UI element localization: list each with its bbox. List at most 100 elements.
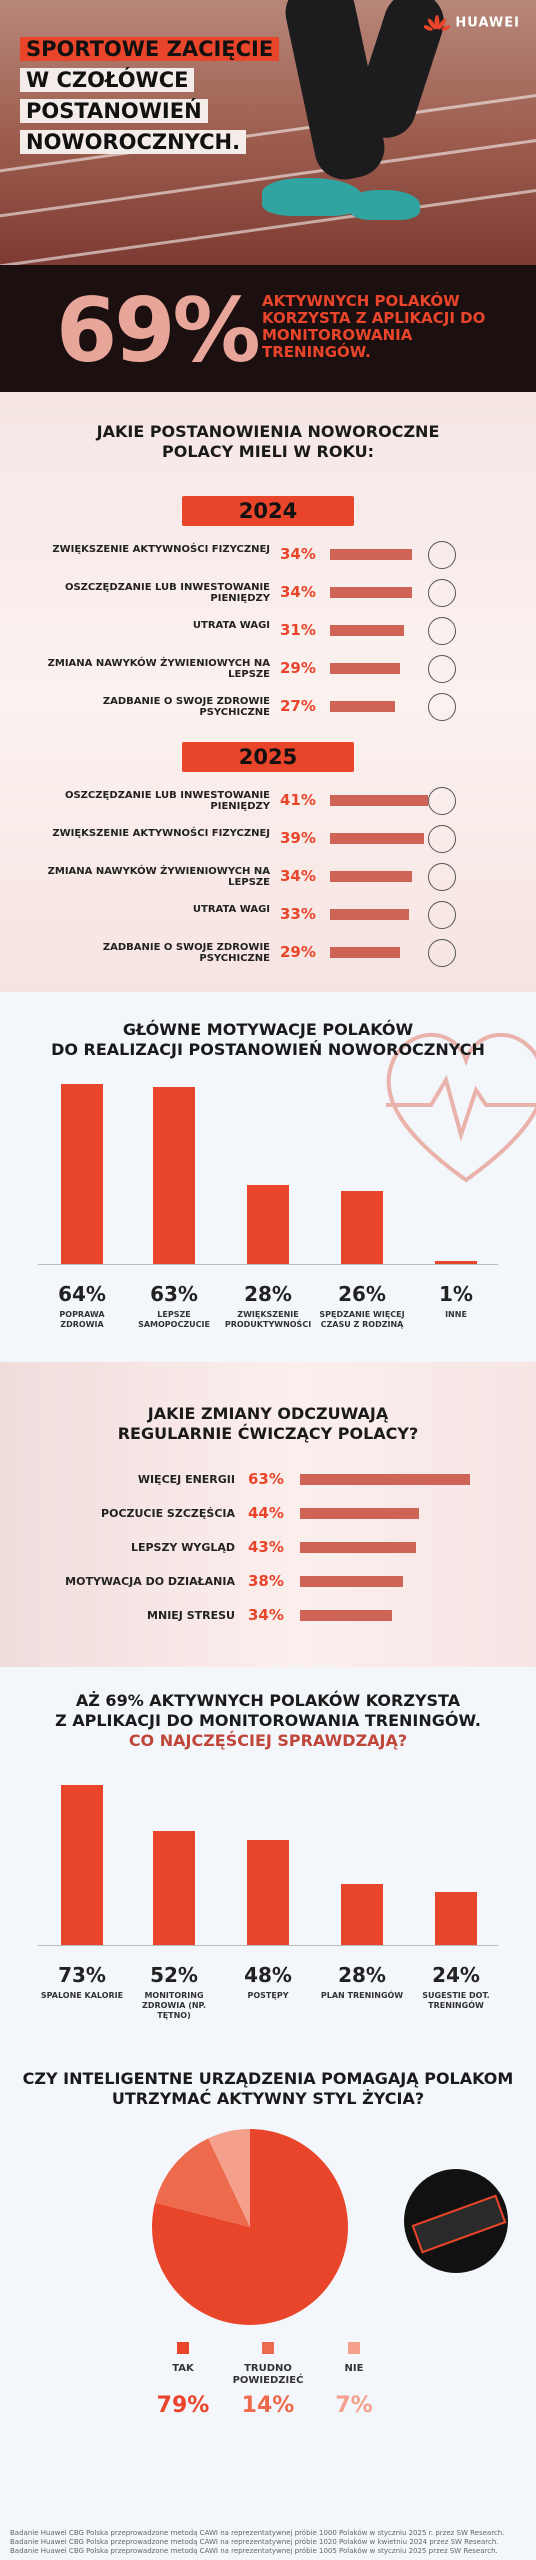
chart-bar: [435, 1261, 477, 1264]
resolution-value: 34%: [280, 583, 316, 601]
hero-title: SPORTOWE ZACIĘCIE W CZOŁÓWCE POSTANOWIEŃ…: [20, 34, 280, 158]
bar-value-label: 28%: [338, 1963, 386, 1987]
huawei-logo: HUAWEI: [423, 14, 520, 32]
year-label: 2024: [182, 496, 354, 526]
resolution-label: OSZCZĘDZANIE LUB INWESTOWANIE PIENIĘDZY: [64, 790, 270, 812]
hero-title-line: NOWOROCZNYCH.: [20, 130, 247, 154]
section-title-line: JAKIE ZMIANY ODCZUWAJĄ: [147, 1404, 389, 1423]
mental-health-icon: [428, 693, 456, 721]
footnote: Badanie Huawei CBG Polska przeprowadzone…: [10, 2529, 505, 2537]
change-value: 43%: [248, 1538, 284, 1556]
bar-category-label: INNE: [445, 1310, 467, 1319]
bar-value-label: 1%: [439, 1282, 473, 1306]
resolution-bar: [330, 795, 429, 806]
bar-value-label: 28%: [244, 1282, 292, 1306]
legend-swatch: [348, 2342, 360, 2354]
running-shoe: [262, 178, 362, 216]
resolution-label: ZMIANA NAWYKÓW ŻYWIENIOWYCH NA LEPSZE: [47, 866, 270, 888]
legend-label: NIE: [344, 2363, 364, 2374]
resolution-value: 41%: [280, 791, 316, 809]
change-label: MNIEJ STRESU: [147, 1609, 235, 1622]
pie-section: CZY INTELIGENTNE URZĄDZENIA POMAGAJĄ POL…: [0, 2047, 536, 2560]
change-value: 34%: [248, 1606, 284, 1624]
section-title: JAKIE ZMIANY ODCZUWAJĄ REGULARNIE ĆWICZĄ…: [0, 1404, 536, 1444]
resolution-value: 27%: [280, 697, 316, 715]
resolution-row: ZWIĘKSZENIE AKTYWNOŚCI FIZYCZNEJ 39%: [0, 824, 536, 854]
bar-category-label: SPALONE KALORIE: [40, 1991, 124, 2000]
pie-chart: [152, 2129, 348, 2325]
chart-bar: [153, 1831, 195, 1945]
section-title: JAKIE POSTANOWIENIA NOWOROCZNE POLACY MI…: [0, 422, 536, 462]
bar-category-label: SPĘDZANIE WIĘCEJ CZASU Z RODZINĄ: [319, 1310, 405, 1329]
resolution-value: 29%: [280, 943, 316, 961]
resolution-value: 39%: [280, 829, 316, 847]
change-label: WIĘCEJ ENERGII: [137, 1473, 235, 1486]
resolution-label: UTRATA WAGI: [192, 620, 270, 631]
chart-bar: [341, 1190, 383, 1264]
footnote: Badanie Huawei CBG Polska przeprowadzone…: [10, 2547, 498, 2555]
resolution-label: OSZCZĘDZANIE LUB INWESTOWANIE PIENIĘDZY: [64, 582, 270, 604]
change-value: 63%: [248, 1470, 284, 1488]
bar-category-label: MONITORING ZDROWIA (NP. TĘTNO): [142, 1991, 206, 2020]
bar-category-label: LEPSZE SAMOPOCZUCIE: [138, 1310, 210, 1329]
bar-category-label: ZWIĘKSZENIE PRODUKTYWNOŚCI: [224, 1310, 312, 1329]
resolution-row: OSZCZĘDZANIE LUB INWESTOWANIE PIENIĘDZY 3…: [0, 578, 536, 608]
brand-name: HUAWEI: [455, 15, 520, 31]
motivation-section: GŁÓWNE MOTYWACJE POLAKÓW DO REALIZACJI P…: [0, 992, 536, 1362]
bar-value-label: 24%: [432, 1963, 480, 1987]
resolution-bar: [330, 947, 400, 958]
piggy-bank-icon: [428, 787, 456, 815]
resolution-bar: [330, 833, 424, 844]
resolution-row: OSZCZĘDZANIE LUB INWESTOWANIE PIENIĘDZY 4…: [0, 786, 536, 816]
legend-swatch: [262, 2342, 274, 2354]
change-label: MOTYWACJA DO DZIAŁANIA: [65, 1575, 235, 1588]
section-title-line: JAKIE POSTANOWIENIA NOWOROCZNE: [96, 422, 440, 441]
chart-bar: [247, 1839, 289, 1945]
scale-icon: [428, 901, 456, 929]
section-title-line: AŻ 69% AKTYWNYCH POLAKÓW KORZYSTA: [75, 1691, 461, 1710]
resolution-bar: [330, 587, 412, 598]
axis-baseline: [38, 1264, 498, 1265]
changes-section: JAKIE ZMIANY ODCZUWAJĄ REGULARNIE ĆWICZĄ…: [0, 1362, 536, 1667]
mental-health-icon: [428, 939, 456, 967]
piggy-bank-icon: [428, 579, 456, 607]
resolution-label: UTRATA WAGI: [192, 904, 270, 915]
resolution-row: ZMIANA NAWYKÓW ŻYWIENIOWYCH NA LEPSZE 34%: [0, 862, 536, 892]
resolution-bar: [330, 701, 395, 712]
section-title-line: UTRZYMAĆ AKTYWNY STYL ŻYCIA?: [111, 2089, 425, 2108]
section-title-line: Z APLIKACJI DO MONITOROWANIA TRENINGÓW.: [55, 1711, 481, 1730]
resolution-bar: [330, 625, 405, 636]
bar-value-label: 26%: [338, 1282, 386, 1306]
legend-value: 7%: [335, 2393, 373, 2418]
bar-value-label: 64%: [58, 1282, 106, 1306]
section-title: CZY INTELIGENTNE URZĄDZENIA POMAGAJĄ POL…: [0, 2069, 536, 2109]
resolution-value: 34%: [280, 867, 316, 885]
resolution-label: ZADBANIE O SWOJE ZDROWIE PSYCHICZNE: [102, 942, 270, 964]
resolution-bar: [330, 663, 400, 674]
section-title-line: REGULARNIE ĆWICZĄCY POLACY?: [117, 1424, 419, 1443]
hero-title-line: W CZOŁÓWCE: [20, 68, 195, 92]
resolution-label: ZMIANA NAWYKÓW ŻYWIENIOWYCH NA LEPSZE: [47, 658, 270, 680]
section-title: AŻ 69% AKTYWNYCH POLAKÓW KORZYSTA Z APLI…: [0, 1691, 536, 1751]
running-shoe-icon: [428, 825, 456, 853]
footnote: Badanie Huawei CBG Polska przeprowadzone…: [10, 2538, 499, 2546]
big-percent: 69%: [56, 279, 261, 382]
bar-category-label: POSTĘPY: [247, 1991, 289, 2000]
resolution-row: ZWIĘKSZENIE AKTYWNOŚCI FIZYCZNEJ 34%: [0, 540, 536, 570]
resolution-label: ZWIĘKSZENIE AKTYWNOŚCI FIZYCZNEJ: [52, 828, 270, 839]
running-shoe-icon: [428, 541, 456, 569]
resolution-value: 34%: [280, 545, 316, 563]
heart-icon: [386, 1032, 536, 1183]
section-title-line: GŁÓWNE MOTYWACJE POLAKÓW: [122, 1020, 414, 1039]
resolution-value: 29%: [280, 659, 316, 677]
resolution-value: 33%: [280, 905, 316, 923]
apps-section: AŻ 69% AKTYWNYCH POLAKÓW KORZYSTA Z APLI…: [0, 1667, 536, 2047]
pie-slice: [208, 2129, 250, 2227]
axis-baseline: [38, 1945, 498, 1946]
legend-value: 14%: [241, 2393, 295, 2418]
change-bar: [300, 1542, 417, 1553]
resolution-bar: [330, 871, 412, 882]
pie-slice: [155, 2138, 250, 2227]
bar-value-label: 73%: [58, 1963, 106, 1987]
resolution-row: ZADBANIE O SWOJE ZDROWIE PSYCHICZNE 27%: [0, 692, 536, 722]
